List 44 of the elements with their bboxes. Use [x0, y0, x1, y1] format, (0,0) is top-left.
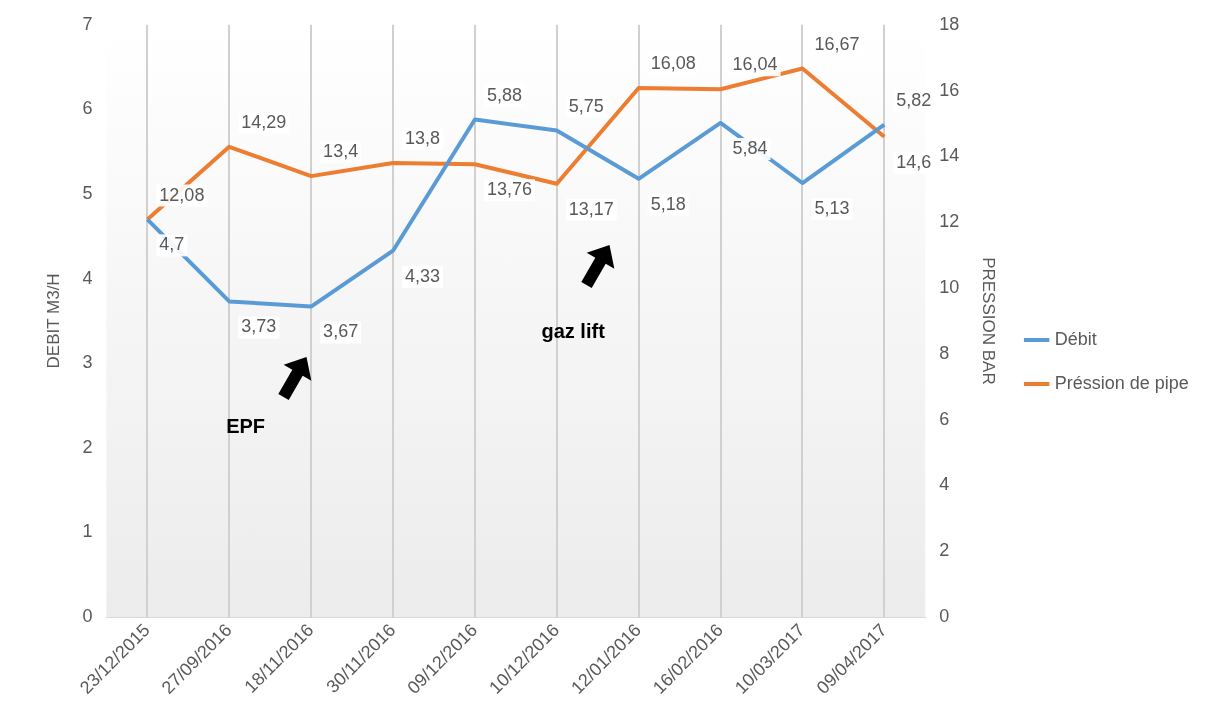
y2-tick-label: 0: [939, 605, 950, 626]
data-label: 13,8: [405, 127, 441, 148]
legend-label: Préssion de pipe: [1054, 372, 1189, 393]
data-label: 5,75: [568, 95, 604, 116]
data-label: 16,67: [814, 33, 860, 54]
data-label: 13,4: [323, 141, 359, 162]
data-label: 5,82: [896, 89, 932, 110]
data-label: 16,04: [732, 54, 778, 75]
data-label: 5,18: [650, 193, 686, 214]
y2-tick-label: 2: [939, 540, 950, 561]
data-label: 16,08: [650, 52, 696, 73]
annotation: gaz lift: [541, 320, 606, 343]
y-tick-label: 3: [82, 352, 93, 373]
y2-tick-label: 6: [939, 408, 950, 429]
data-label: 13,76: [486, 179, 532, 200]
data-label: 5,84: [732, 137, 768, 158]
y-tick-label: 7: [82, 13, 93, 34]
y-tick-label: 0: [82, 605, 93, 626]
data-label: 14,29: [241, 111, 287, 132]
data-label: 4,33: [405, 265, 441, 286]
y2-tick-label: 18: [939, 13, 960, 34]
y-tick-label: 4: [82, 267, 93, 288]
data-label: 3,73: [241, 316, 277, 337]
data-label: 5,13: [814, 197, 850, 218]
y-tick-label: 1: [82, 521, 93, 542]
y2-tick-label: 14: [939, 145, 960, 166]
legend-label: Débit: [1054, 328, 1097, 349]
data-label: 12,08: [159, 184, 205, 205]
y-tick-label: 5: [82, 182, 93, 203]
y-tick-label: 6: [82, 98, 93, 119]
data-label: 13,17: [568, 198, 614, 219]
y2-tick-label: 12: [939, 211, 960, 232]
y-tick-label: 2: [82, 436, 93, 457]
y2-tick-label: 10: [939, 276, 960, 297]
data-label: 5,88: [486, 84, 522, 105]
annotation: EPF: [226, 415, 266, 438]
y-axis-title: DEBIT M3/H: [43, 273, 63, 369]
y2-tick-label: 16: [939, 79, 960, 100]
y2-axis-title: PRESSION BAR: [978, 257, 998, 385]
data-label: 3,67: [323, 321, 359, 342]
data-label: 4,7: [159, 234, 185, 255]
y2-tick-label: 4: [939, 474, 950, 495]
data-label: 14,6: [896, 151, 932, 172]
y2-tick-label: 8: [939, 342, 950, 363]
